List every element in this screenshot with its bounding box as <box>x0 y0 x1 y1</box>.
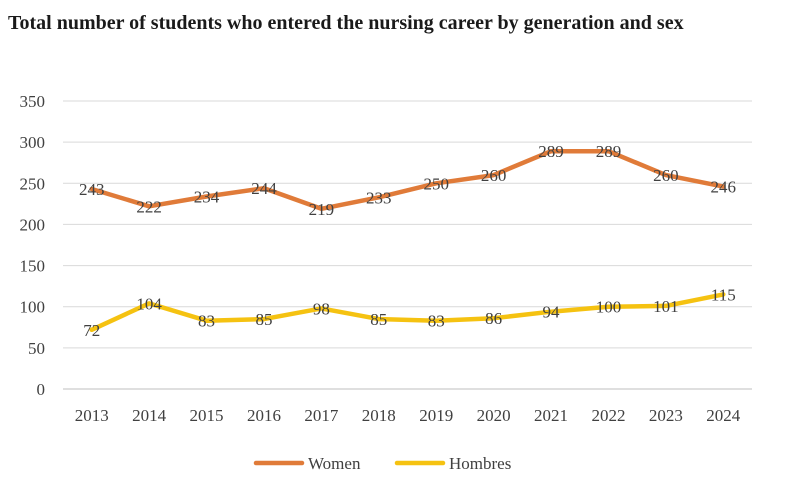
data-label: 260 <box>653 166 679 185</box>
data-label: 83 <box>428 312 445 331</box>
y-tick-label: 350 <box>20 92 46 111</box>
y-tick-label: 0 <box>37 380 46 399</box>
data-label: 100 <box>596 298 622 317</box>
series-lines <box>89 148 726 333</box>
data-label: 289 <box>596 142 622 161</box>
x-tick-label: 2016 <box>247 406 281 425</box>
gridlines <box>63 100 752 390</box>
legend-label: Hombres <box>449 454 511 473</box>
data-label: 243 <box>79 180 105 199</box>
legend-item-hombres: Hombres <box>394 454 511 473</box>
legend-item-women: Women <box>253 454 361 473</box>
legend: Women Hombres <box>253 454 511 473</box>
data-label: 86 <box>485 309 502 328</box>
data-label: 234 <box>194 187 220 206</box>
series-line-women <box>89 148 726 212</box>
x-tick-label: 2018 <box>362 406 396 425</box>
x-axis: 2013 2014 2015 2016 2017 2018 2019 2020 2021 2022… <box>75 406 741 425</box>
data-label: 289 <box>538 142 564 161</box>
y-tick-label: 250 <box>20 174 46 193</box>
x-tick-label: 2021 <box>534 406 568 425</box>
data-label: 244 <box>251 179 277 198</box>
data-label: 233 <box>366 188 392 207</box>
data-label: 98 <box>313 299 330 318</box>
data-label: 85 <box>255 310 272 329</box>
y-tick-label: 200 <box>20 215 46 234</box>
x-tick-label: 2015 <box>190 406 224 425</box>
data-label: 115 <box>711 285 736 304</box>
y-tick-label: 300 <box>20 133 46 152</box>
data-label: 104 <box>136 294 162 313</box>
y-tick-label: 150 <box>20 257 46 276</box>
data-label: 219 <box>309 200 335 219</box>
data-label: 83 <box>198 312 215 331</box>
y-axis: 0 50 100 150 200 250 300 350 <box>20 92 46 399</box>
y-tick-label: 50 <box>28 339 45 358</box>
x-tick-label: 2019 <box>419 406 453 425</box>
y-tick-label: 100 <box>20 298 46 317</box>
data-labels: 243 222 234 244 219 233 250 260 289 289 260 246 72 10… <box>79 142 736 340</box>
x-tick-label: 2024 <box>706 406 741 425</box>
x-tick-label: 2023 <box>649 406 683 425</box>
data-label: 72 <box>83 321 100 340</box>
series-line-hombres <box>89 292 726 333</box>
x-tick-label: 2022 <box>591 406 625 425</box>
data-label: 260 <box>481 166 507 185</box>
data-label: 222 <box>136 197 162 216</box>
data-label: 94 <box>543 303 561 322</box>
data-label: 246 <box>711 178 737 197</box>
data-label: 101 <box>653 297 679 316</box>
x-tick-label: 2013 <box>75 406 109 425</box>
x-tick-label: 2020 <box>477 406 511 425</box>
data-label: 85 <box>370 310 387 329</box>
chart-title: Total number of students who entered the… <box>8 12 684 34</box>
data-label: 250 <box>423 174 449 193</box>
x-tick-label: 2014 <box>132 406 167 425</box>
x-tick-label: 2017 <box>304 406 339 425</box>
legend-label: Women <box>308 454 361 473</box>
